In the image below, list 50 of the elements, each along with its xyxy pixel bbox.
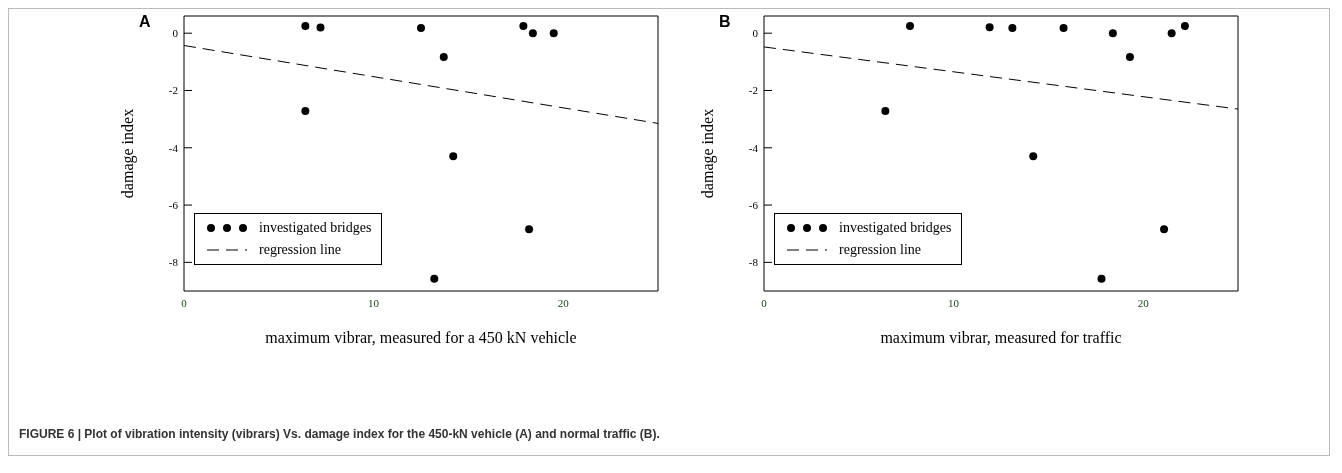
point: [301, 107, 310, 116]
x-tick-label: 0: [181, 296, 188, 309]
point: [549, 29, 558, 38]
point: [881, 107, 890, 116]
point: [430, 274, 439, 283]
point: [1160, 225, 1169, 234]
x-axis-title: maximum vibrar, measured for a 450 kN vehicle: [265, 329, 577, 346]
point: [439, 52, 448, 61]
x-tick-label: 10: [368, 296, 380, 309]
y-tick-label: -6: [748, 198, 759, 211]
point: [1059, 24, 1068, 33]
y-tick-label: 0: [752, 27, 759, 40]
point: [417, 24, 425, 33]
y-tick-label: -4: [748, 141, 759, 154]
x-tick-label: 20: [557, 296, 570, 309]
legend-label: investigated bridges: [839, 219, 952, 237]
point: [1108, 29, 1117, 38]
point: [905, 22, 914, 31]
y-axis-title: damage index: [118, 108, 137, 199]
x-axis-title: maximum vibrar, measured for traffic: [880, 329, 1122, 346]
y-tick-label: -6: [168, 198, 179, 211]
point: [528, 29, 537, 38]
y-tick-label: -8: [748, 256, 759, 269]
y-tick-label: -8: [168, 256, 179, 269]
y-axis-title: damage index: [698, 108, 717, 199]
y-tick-label: -2: [748, 84, 758, 97]
chart-title: A: [139, 13, 151, 31]
y-tick-label: -4: [168, 141, 179, 154]
point: [1125, 52, 1134, 61]
x-tick-label: 10: [948, 296, 960, 309]
point: [985, 23, 994, 32]
point: [1180, 22, 1189, 31]
y-tick-label: -2: [168, 84, 178, 97]
legend-label: regression line: [259, 241, 342, 259]
legend-label: regression line: [839, 241, 922, 259]
point: [316, 23, 325, 32]
point: [525, 225, 534, 234]
legend-label: investigated bridges: [259, 219, 372, 237]
point: [1029, 152, 1038, 161]
point: [1097, 274, 1106, 283]
point: [1167, 29, 1176, 38]
caption: FIGURE 6 | Plot of vibration intensity (vibrars) Vs. damage index for the 450-kN vehicle (A) and normal traffic (B).: [18, 426, 661, 443]
point: [519, 22, 528, 31]
y-tick-label: 0: [172, 27, 179, 40]
point: [1008, 24, 1017, 33]
point: [449, 152, 458, 161]
x-tick-label: 20: [1137, 296, 1150, 309]
point: [301, 22, 310, 31]
x-tick-label: 0: [761, 296, 768, 309]
chart-title: B: [719, 13, 731, 31]
